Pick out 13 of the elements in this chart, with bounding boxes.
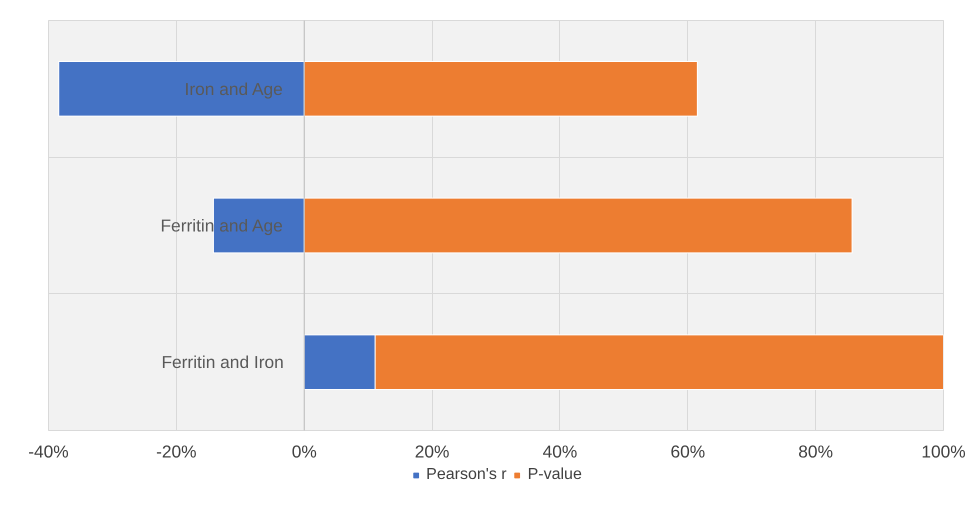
legend-label: Pearson's r <box>426 466 507 484</box>
x-tick-label: 80% <box>798 442 833 462</box>
x-tick-label: -40% <box>28 442 69 462</box>
y-tick-label: Ferritin and Age <box>160 216 283 236</box>
y-tick-label: Iron and Age <box>184 78 283 99</box>
x-tick-label: 40% <box>542 442 578 462</box>
legend-label: P-value <box>528 466 582 484</box>
x-tick-label: 100% <box>921 442 966 462</box>
x-tick-label: 60% <box>670 442 706 462</box>
x-tick-label: 0% <box>292 442 317 462</box>
x-tick-label: -20% <box>156 442 197 462</box>
y-tick-label: Ferritin and Iron <box>161 352 284 372</box>
x-tick-label: 20% <box>414 442 450 462</box>
